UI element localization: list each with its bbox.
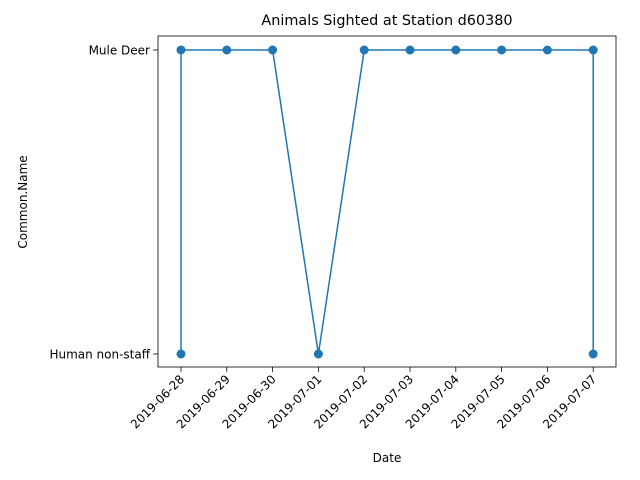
data-point [268,45,278,55]
data-point [542,45,552,55]
data-point [222,45,232,55]
data-markers [176,45,598,359]
data-point [405,45,415,55]
data-point [359,45,369,55]
data-point [313,349,323,359]
series-line [180,49,594,355]
y-tick-label: Human non-staff [49,348,150,362]
data-point [176,349,186,359]
y-axis-label: Common.Name [16,155,30,248]
x-axis-label: Date [373,451,402,465]
chart-title: Animals Sighted at Station d60380 [261,13,512,29]
data-point [497,45,507,55]
data-point [588,45,598,55]
data-point [176,45,186,55]
series-line [180,49,594,355]
data-point [451,45,461,55]
y-tick-label: Mule Deer [89,44,150,58]
data-point [588,349,598,359]
plot-frame [157,35,617,368]
